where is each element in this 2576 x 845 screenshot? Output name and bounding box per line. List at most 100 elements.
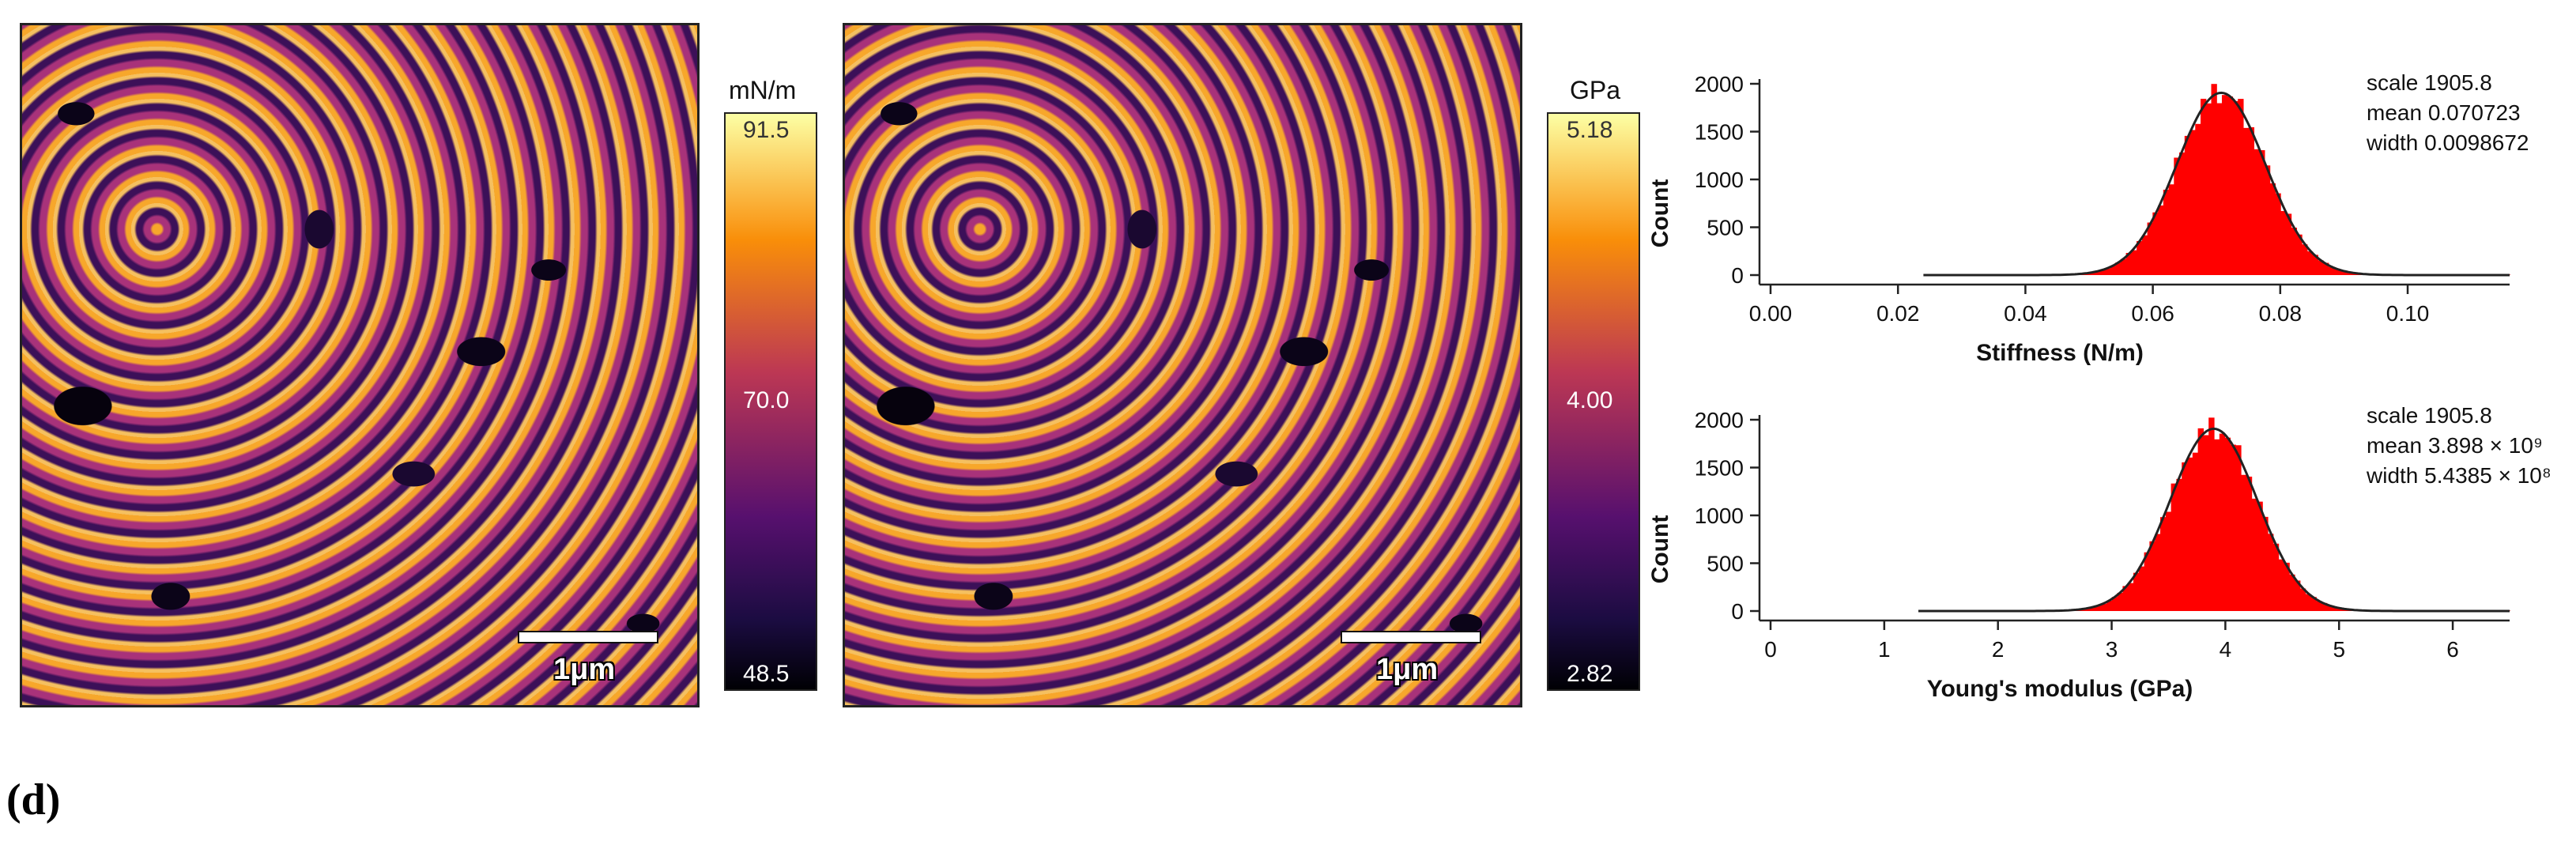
histogram-bar: [2094, 271, 2100, 275]
histogram-bar: [2182, 462, 2188, 611]
histogram-bar: [2326, 605, 2333, 611]
modulus-scalebar: [1341, 631, 1481, 643]
histogram-bar: [2138, 566, 2145, 611]
histogram-bar: [2184, 135, 2191, 275]
modulus-map-image: [843, 23, 1522, 707]
histogram-bar: [2101, 603, 2107, 611]
histogram-bar: [2111, 597, 2118, 611]
x-tick-label: 0.02: [1876, 301, 1920, 326]
histogram-bar: [2214, 439, 2220, 611]
histogram-bar: [2216, 103, 2223, 275]
histogram-bar: [2122, 586, 2129, 611]
histogram-bar: [2120, 258, 2127, 275]
histogram-bar: [2278, 559, 2284, 611]
stiffness-colorbar-max: 91.5: [743, 117, 790, 143]
modulus-colorbar-max: 5.18: [1567, 117, 1613, 143]
gaussian-fit-line: [1918, 427, 2510, 613]
histogram-bar: [2155, 534, 2161, 611]
modulus-histogram: 0 1 2 3 4 5 6 0 500 1000 1500 2000 scale 1905.8 mea…: [1647, 403, 2551, 702]
histogram-bar: [2323, 262, 2329, 275]
histogram-bar: [2332, 607, 2338, 611]
histogram-bar: [2257, 501, 2263, 611]
x-tick-label: 0.10: [2386, 301, 2430, 326]
histogram-bar: [2149, 541, 2155, 611]
modulus-fit-scale: scale 1905.8: [2367, 403, 2492, 428]
figure-label: (d): [6, 775, 61, 824]
stiffness-map-image: [20, 23, 700, 707]
y-tick-label: 500: [1707, 552, 1744, 576]
histogram-bar: [2238, 99, 2244, 275]
histogram-bar: [2246, 476, 2253, 611]
histogram-bar: [2306, 251, 2314, 275]
histogram-bar: [2269, 183, 2276, 275]
stiffness-fit-width: width 0.0098672: [2366, 130, 2529, 155]
histogram-bar: [2262, 516, 2269, 611]
modulus-x-axis-label: Young's modulus (GPa): [1927, 676, 2193, 702]
histogram-bar: [2147, 222, 2153, 275]
histogram-bar: [2189, 130, 2196, 275]
histogram-bar: [2088, 272, 2095, 275]
histogram-bar: [2295, 580, 2301, 611]
x-tick-label: 6: [2446, 637, 2459, 662]
histogram-bar: [2115, 262, 2122, 275]
histogram-bar: [2232, 100, 2238, 275]
histogram-bar: [2318, 260, 2324, 275]
gaussian-fit-line: [1923, 91, 2510, 277]
histogram-bar: [2125, 252, 2132, 275]
histogram-bar: [2174, 157, 2180, 275]
x-tick-label: 2: [1992, 637, 2005, 662]
histogram-bar: [2305, 594, 2311, 611]
histogram-bar: [2251, 498, 2257, 611]
y-tick-label: 1000: [1695, 504, 1744, 528]
histogram-bar: [2095, 605, 2102, 611]
histogram-bar: [2344, 271, 2351, 275]
x-tick-label: 5: [2333, 637, 2345, 662]
histogram-bar: [2259, 150, 2265, 275]
histogram-bar: [2302, 244, 2308, 275]
x-tick-label: 3: [2106, 637, 2118, 662]
histogram-bar: [2328, 266, 2335, 275]
histogram-bar: [2291, 228, 2297, 275]
histogram-bar: [2221, 95, 2228, 275]
histogram-bar: [2203, 435, 2209, 611]
histogram-bar: [2299, 588, 2306, 611]
histogram-bar: [2099, 270, 2106, 275]
histogram-bar: [2208, 417, 2215, 611]
modulus-colorbar-mid: 4.00: [1567, 387, 1613, 413]
stiffness-scalebar: [518, 631, 658, 643]
histogram-bar: [2224, 437, 2231, 611]
histogram-bar: [2248, 127, 2255, 275]
histogram-bar: [2187, 457, 2193, 611]
histogram-bar: [2165, 511, 2172, 611]
y-tick-label: 2000: [1695, 408, 1744, 432]
histogram-bar: [2195, 123, 2201, 275]
histogram-bar: [2160, 517, 2167, 611]
x-tick-label: 4: [2220, 637, 2232, 662]
histogram-bar: [2321, 602, 2328, 611]
x-tick-label: 0.00: [1749, 301, 1793, 326]
histogram-bar: [2110, 266, 2116, 275]
x-tick-label: 0.06: [2131, 301, 2174, 326]
histogram-bar: [2104, 268, 2110, 275]
histogram-bar: [2254, 149, 2260, 275]
modulus-fit-mean: mean 3.898 × 10⁹: [2367, 433, 2543, 458]
histogram-bar: [2280, 210, 2287, 275]
histogram-bar: [2205, 103, 2212, 275]
histogram-bar: [2264, 165, 2271, 275]
histogram-bar: [2285, 213, 2292, 275]
histogram-bar: [2227, 96, 2234, 275]
histogram-bar: [2333, 269, 2340, 275]
y-tick-label: 0: [1731, 599, 1744, 624]
histogram-bar: [2084, 608, 2091, 611]
x-tick-label: 0.08: [2259, 301, 2303, 326]
histogram-bar: [2211, 84, 2217, 276]
histogram-bar: [2310, 597, 2317, 611]
stiffness-colorbar-min: 48.5: [743, 661, 790, 687]
modulus-scalebar-label: 1μm: [1376, 653, 1439, 686]
histogram-bar: [2230, 444, 2236, 611]
histogram-bar: [2296, 234, 2303, 275]
histogram-bar: [2289, 574, 2295, 611]
histogram-bar: [2131, 250, 2137, 275]
histogram-bar: [2176, 478, 2182, 611]
histogram-bar: [2339, 270, 2345, 275]
